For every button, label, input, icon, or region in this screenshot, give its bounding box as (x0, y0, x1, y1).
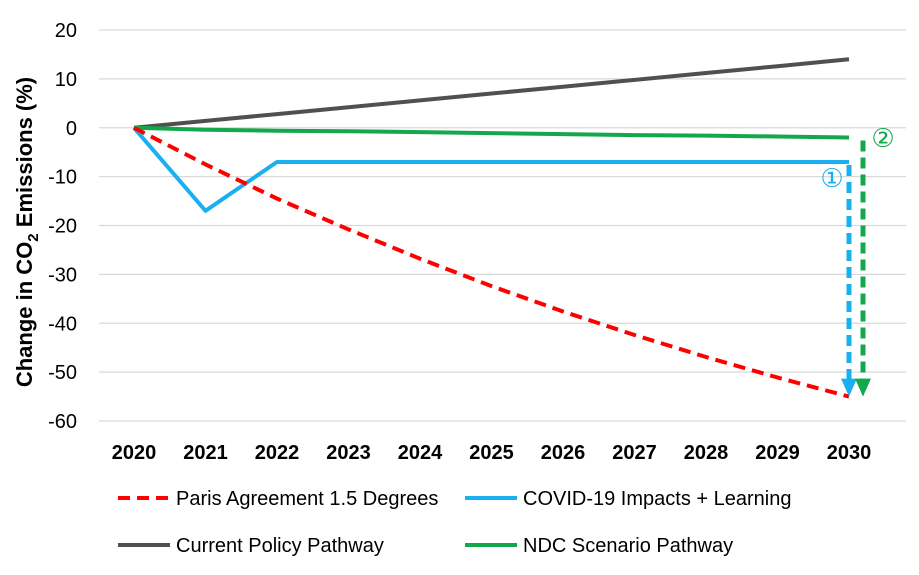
y-axis-ticks: 20 10 0 -10 -20 -30 -40 -50 -60 (48, 20, 77, 433)
series-line-2 (133, 57, 850, 130)
y-tick-label: 10 (55, 69, 77, 91)
x-tick-label: 2020 (112, 442, 157, 464)
x-axis-ticks: 2020 2021 2022 2023 2024 2025 2026 2027 2028 2029… (112, 442, 872, 464)
x-tick-label: 2024 (398, 442, 443, 464)
y-tick-label: 0 (66, 118, 77, 140)
x-tick-label: 2030 (827, 442, 872, 464)
legend-entry-label: COVID-19 Impacts + Learning (523, 488, 791, 510)
x-tick-label: 2022 (255, 442, 300, 464)
y-tick-label: -50 (48, 362, 77, 384)
series-lines (132, 57, 850, 399)
series-line-3 (133, 125, 850, 140)
annotation-arrowhead (841, 378, 857, 397)
y-tick-label: -30 (48, 264, 77, 286)
annotation-arrowhead (855, 378, 871, 397)
legend-entry-label: NDC Scenario Pathway (523, 535, 733, 557)
gridlines (99, 29, 906, 422)
legend: Paris Agreement 1.5 Degrees COVID-19 Impa… (118, 488, 791, 557)
x-tick-label: 2023 (326, 442, 371, 464)
y-axis-label: Change in CO2 Emissions (%) (12, 77, 42, 387)
legend-entry-label: Current Policy Pathway (176, 535, 384, 557)
x-tick-label: 2028 (684, 442, 729, 464)
annotation-label: ① (820, 164, 843, 194)
x-tick-label: 2026 (541, 442, 586, 464)
x-tick-label: 2029 (755, 442, 800, 464)
y-tick-label: -10 (48, 167, 77, 189)
legend-entry-label: Paris Agreement 1.5 Degrees (176, 488, 438, 510)
x-tick-label: 2027 (612, 442, 657, 464)
y-tick-label: -20 (48, 216, 77, 238)
annotation-label: ② (871, 124, 894, 154)
series-line-1 (132, 126, 849, 213)
x-tick-label: 2021 (183, 442, 228, 464)
annotations: ①② (820, 124, 895, 397)
x-tick-label: 2025 (469, 442, 514, 464)
y-tick-label: -60 (48, 411, 77, 433)
y-tick-label: 20 (55, 20, 77, 42)
y-tick-label: -40 (48, 313, 77, 335)
series-line-0 (133, 126, 850, 399)
